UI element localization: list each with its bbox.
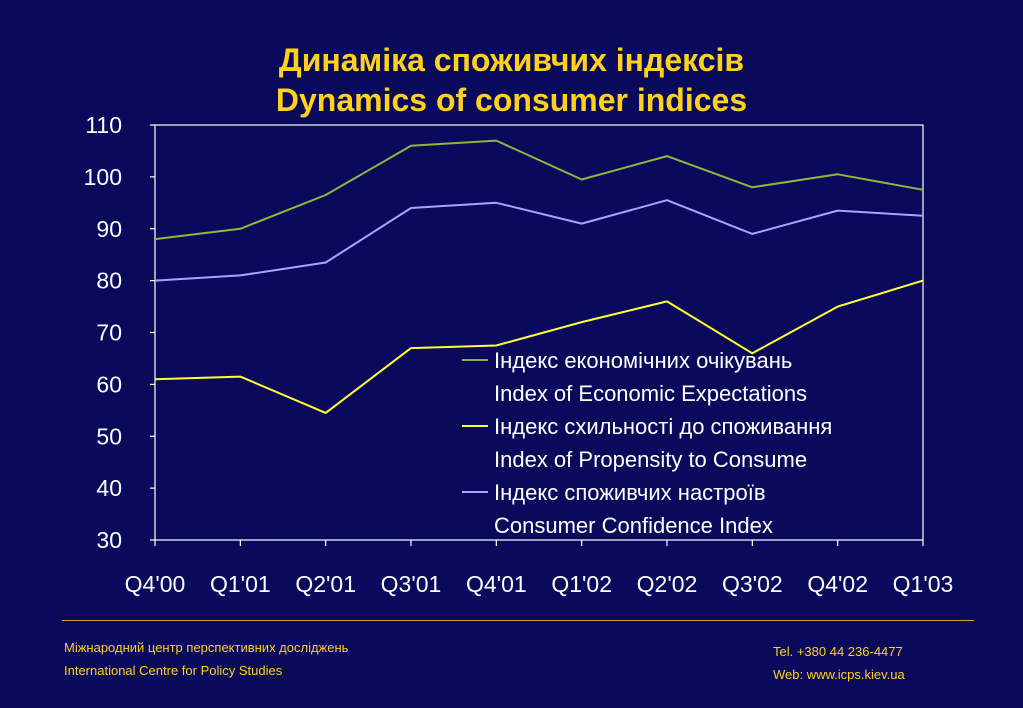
plot-area bbox=[154, 124, 924, 541]
chart-title: Динаміка споживчих індексів Dynamics of … bbox=[0, 40, 1023, 120]
y-tick-label: 70 bbox=[96, 320, 122, 346]
legend: Індекс економічних очікувань Index of Eco… bbox=[462, 348, 832, 538]
footer-org-en: International Centre for Policy Studies bbox=[64, 663, 283, 678]
series-line-2 bbox=[154, 279, 924, 414]
x-axis: Q4'00 Q1'01 Q2'01 Q3'01 Q4'01 Q1'02 Q2'02 Q3'02… bbox=[125, 540, 954, 597]
x-tick-label: Q4'01 bbox=[466, 571, 527, 597]
x-tick-label: Q2'01 bbox=[295, 571, 356, 597]
footer-organization: Міжнародний центр перспективних дослідже… bbox=[64, 636, 348, 682]
y-tick-label: 90 bbox=[96, 216, 122, 242]
footer-tel: Tel. +380 44 236-4477 bbox=[773, 644, 903, 659]
footer-divider bbox=[62, 620, 974, 621]
x-tick-label: Q3'02 bbox=[722, 571, 783, 597]
x-tick-label: Q3'01 bbox=[381, 571, 442, 597]
footer-org-ua: Міжнародний центр перспективних дослідже… bbox=[64, 640, 349, 655]
y-tick-label: 50 bbox=[96, 423, 122, 449]
x-tick-label: Q4'02 bbox=[807, 571, 868, 597]
y-axis: 30 40 50 60 70 80 90 100 110 bbox=[84, 112, 155, 553]
chart-title-ua: Динаміка споживчих індексів bbox=[278, 42, 745, 78]
legend-label-en-3: Consumer Confidence Index bbox=[494, 513, 773, 538]
x-tick-label: Q1'02 bbox=[551, 571, 612, 597]
legend-label-ua-2: Індекс схильності до споживання bbox=[494, 414, 832, 439]
y-tick-label: 110 bbox=[85, 112, 122, 138]
y-tick-label: 80 bbox=[96, 268, 122, 294]
footer-contacts: Tel. +380 44 236-4477 Web: www.icps.kiev… bbox=[773, 640, 905, 686]
y-tick-label: 30 bbox=[96, 527, 122, 553]
y-tick-label: 60 bbox=[96, 371, 122, 397]
footer-web: Web: www.icps.kiev.ua bbox=[773, 667, 905, 682]
x-tick-label: Q1'03 bbox=[893, 571, 954, 597]
series-line-3 bbox=[154, 199, 924, 282]
legend-label-ua-3: Індекс споживчих настроїв bbox=[494, 480, 766, 505]
x-tick-label: Q1'01 bbox=[210, 571, 271, 597]
x-tick-label: Q4'00 bbox=[125, 571, 186, 597]
y-tick-label: 100 bbox=[84, 164, 122, 190]
series-line-1 bbox=[154, 139, 924, 241]
legend-label-en-1: Index of Economic Expectations bbox=[494, 381, 807, 406]
chart-title-en: Dynamics of consumer indices bbox=[275, 82, 748, 118]
series-lines bbox=[154, 139, 924, 414]
y-tick-label: 40 bbox=[96, 475, 122, 501]
legend-label-en-2: Index of Propensity to Consume bbox=[494, 447, 807, 472]
x-tick-label: Q2'02 bbox=[637, 571, 698, 597]
legend-label-ua-1: Індекс економічних очікувань bbox=[494, 348, 792, 373]
